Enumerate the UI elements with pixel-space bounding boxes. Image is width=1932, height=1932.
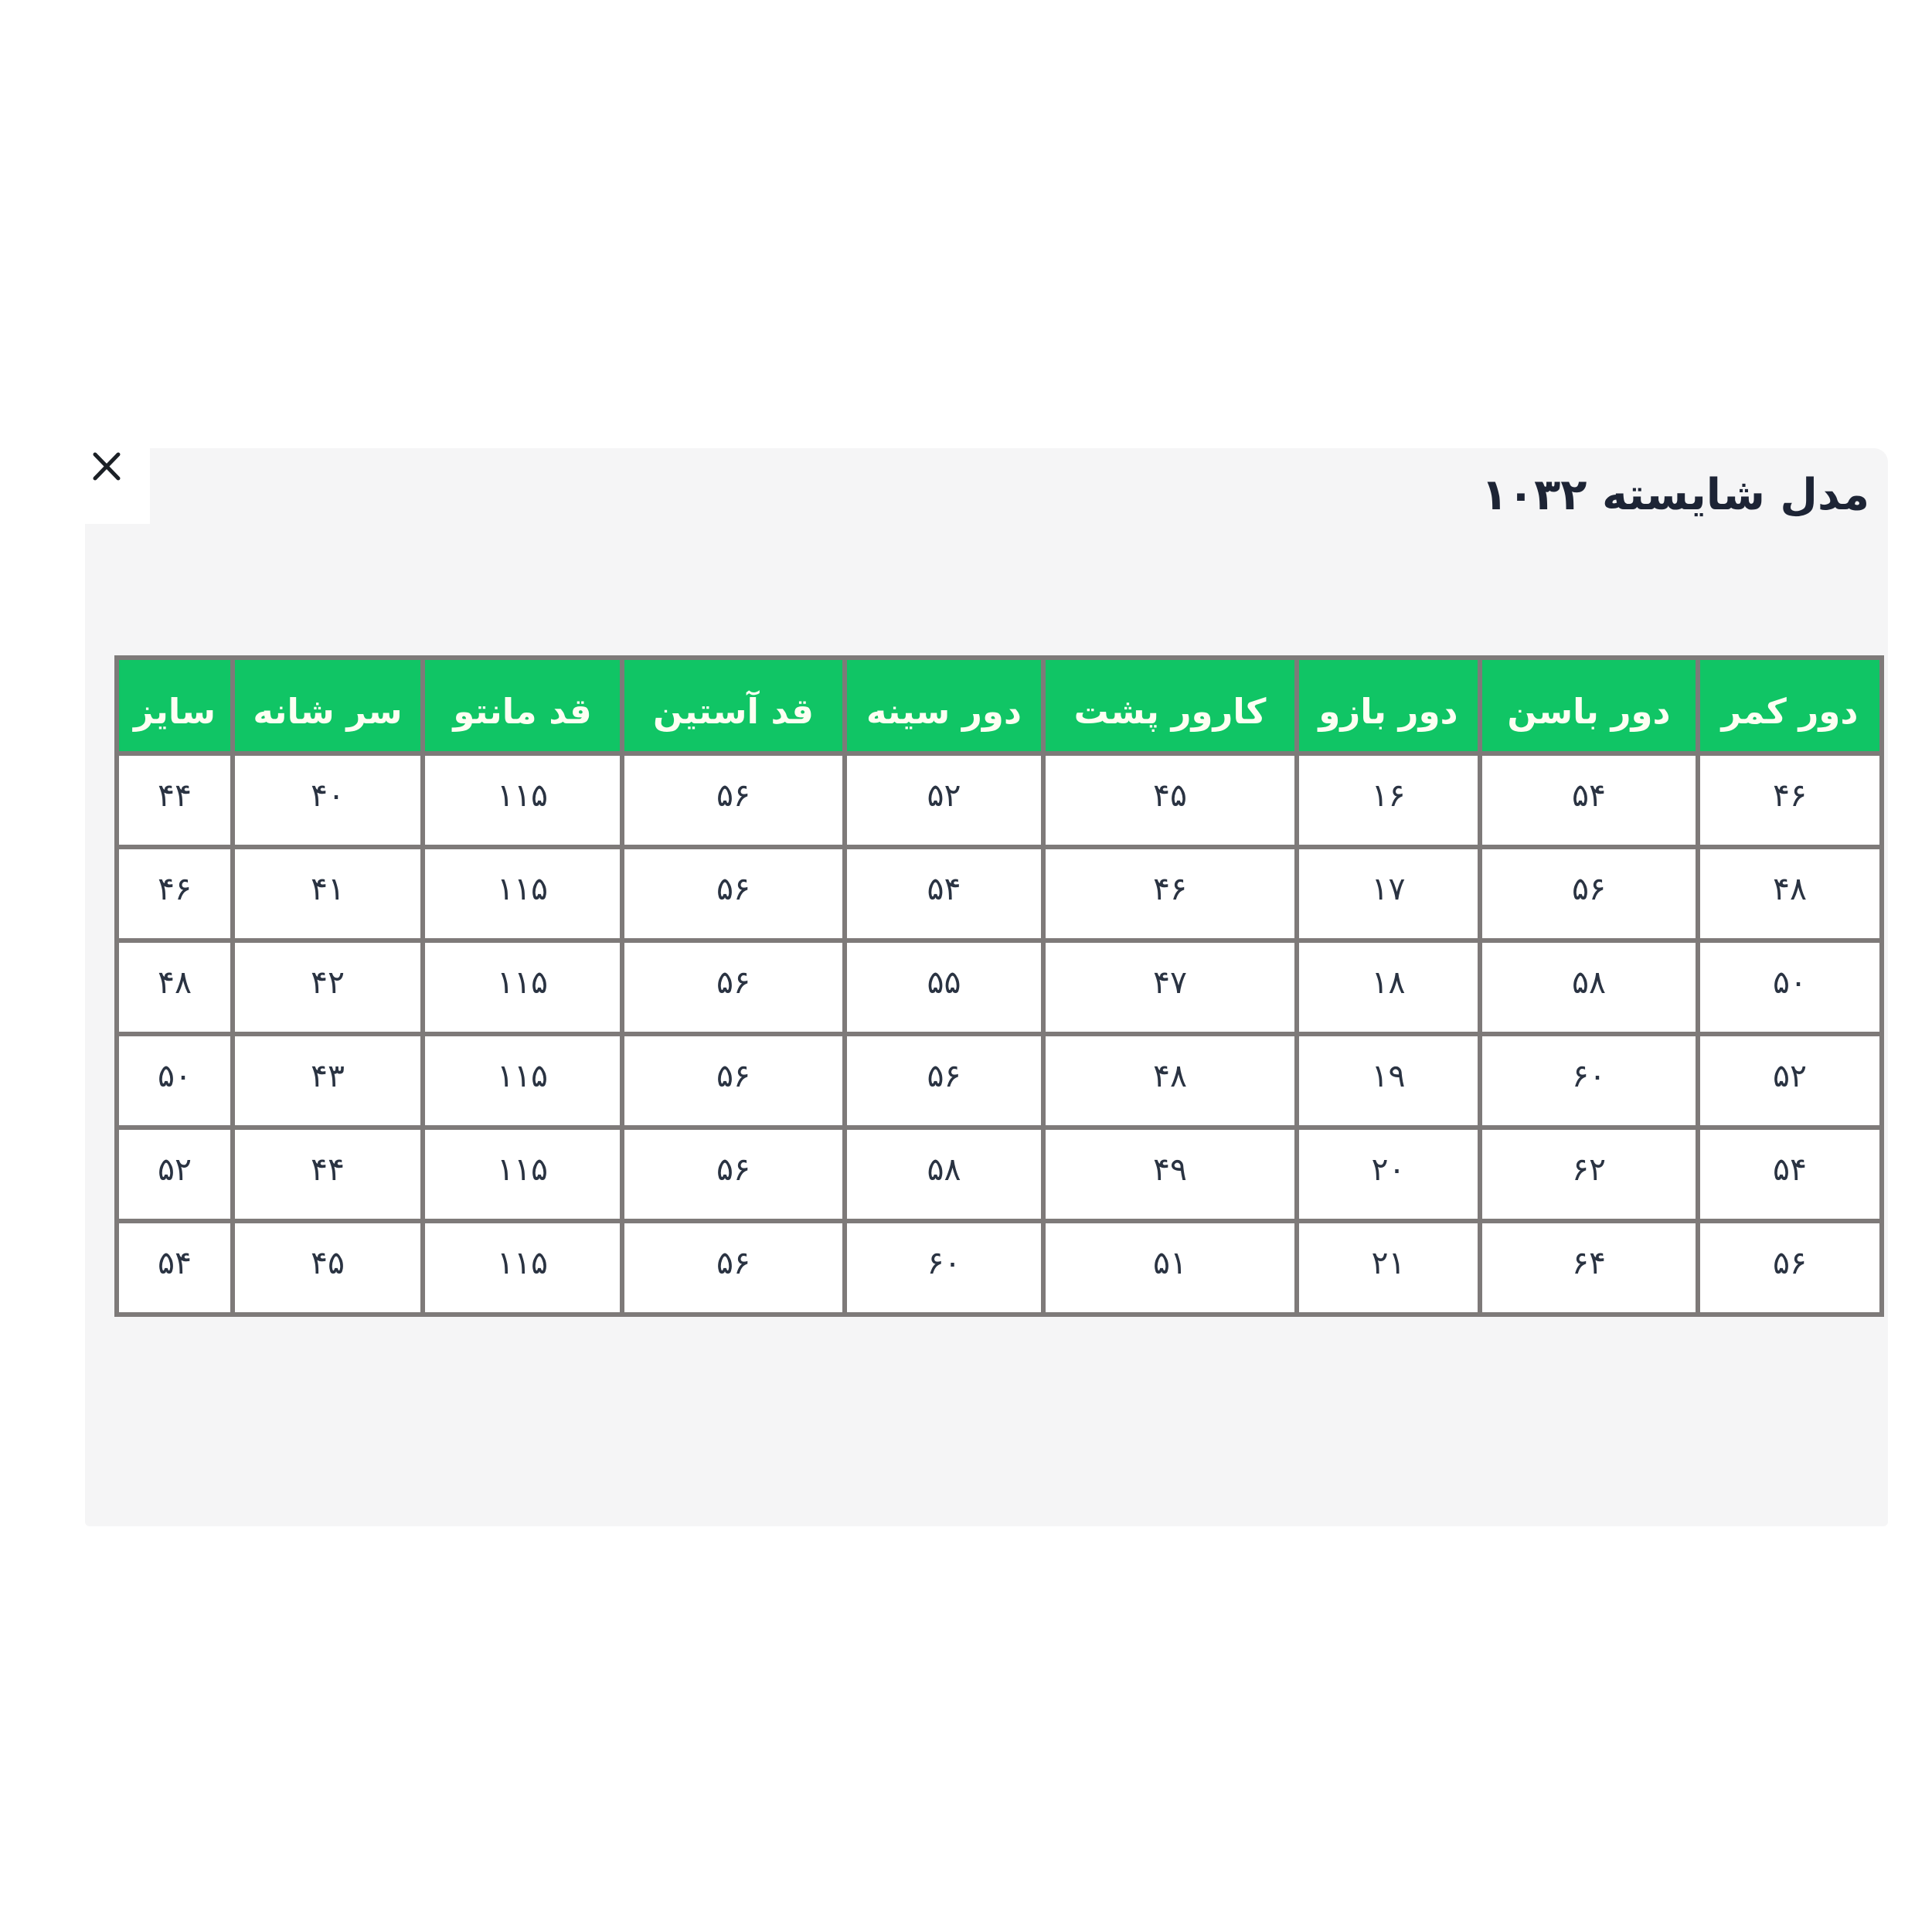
cell: ۵۶ — [620, 1219, 847, 1317]
cell: ۲۱ — [1294, 1219, 1482, 1317]
cell: ۱۱۵ — [420, 938, 624, 1036]
column-header-manto-length: قد مانتو — [420, 655, 624, 756]
cell: ۴۸ — [1041, 1032, 1299, 1130]
close-icon — [93, 452, 121, 481]
cell: ۵۱ — [1041, 1219, 1299, 1317]
cell: ۵۸ — [1478, 938, 1700, 1036]
table-row: ۵۶ ۶۴ ۲۱ ۵۱ ۶۰ ۵۶ ۱۱۵ ۴۵ ۵۴ — [114, 1219, 1884, 1317]
cell: ۵۲ — [1696, 1032, 1884, 1130]
cell: ۴۶ — [1041, 845, 1299, 943]
cell: ۱۱۵ — [420, 751, 624, 849]
cell: ۶۴ — [1478, 1219, 1700, 1317]
cell: ۱۸ — [1294, 938, 1482, 1036]
cell: ۵۶ — [620, 845, 847, 943]
cell: ۴۳ — [230, 1032, 425, 1130]
cell: ۱۷ — [1294, 845, 1482, 943]
cell: ۴۹ — [1041, 1125, 1299, 1223]
table-row: ۵۲ ۶۰ ۱۹ ۴۸ ۵۶ ۵۶ ۱۱۵ ۴۳ ۵۰ — [114, 1032, 1884, 1130]
column-header-size: سایز — [114, 655, 235, 756]
column-header-back-width: کارور پشت — [1041, 655, 1299, 756]
cell: ۴۵ — [1041, 751, 1299, 849]
cell: ۱۹ — [1294, 1032, 1482, 1130]
header-row: دور کمر دور باسن دور بازو کارور پشت دور … — [114, 655, 1884, 756]
table-row: ۴۶ ۵۴ ۱۶ ۴۵ ۵۲ ۵۶ ۱۱۵ ۴۰ ۴۴ — [114, 751, 1884, 849]
cell: ۱۶ — [1294, 751, 1482, 849]
cell: ۵۰ — [1696, 938, 1884, 1036]
cell: ۵۶ — [620, 751, 847, 849]
cell: ۶۰ — [1478, 1032, 1700, 1130]
cell: ۵۸ — [842, 1125, 1046, 1223]
column-header-shoulder: سر شانه — [230, 655, 425, 756]
cell: ۴۰ — [230, 751, 425, 849]
cell: ۶۲ — [1478, 1125, 1700, 1223]
cell: ۵۲ — [842, 751, 1046, 849]
cell: ۴۸ — [1696, 845, 1884, 943]
cell: ۴۱ — [230, 845, 425, 943]
cell: ۲۰ — [1294, 1125, 1482, 1223]
cell: ۵۴ — [1478, 751, 1700, 849]
cell: ۵۴ — [114, 1219, 235, 1317]
cell: ۴۴ — [114, 751, 235, 849]
cell: ۵۰ — [114, 1032, 235, 1130]
size-chart-table: دور کمر دور باسن دور بازو کارور پشت دور … — [114, 655, 1884, 1317]
cell: ۶۰ — [842, 1219, 1046, 1317]
cell: ۴۸ — [114, 938, 235, 1036]
cell: ۵۲ — [114, 1125, 235, 1223]
cell: ۵۵ — [842, 938, 1046, 1036]
cell: ۵۴ — [1696, 1125, 1884, 1223]
column-header-chest: دور سینه — [842, 655, 1046, 756]
cell: ۵۶ — [620, 938, 847, 1036]
cell: ۵۴ — [842, 845, 1046, 943]
size-chart-modal: مدل شایسته ۱۰۳۲ دور کمر دور باسن دور باز… — [85, 448, 1888, 1526]
cell: ۴۶ — [114, 845, 235, 943]
cell: ۵۶ — [620, 1125, 847, 1223]
cell: ۴۵ — [230, 1219, 425, 1317]
column-header-arm: دور بازو — [1294, 655, 1482, 756]
cell: ۴۶ — [1696, 751, 1884, 849]
cell: ۵۶ — [1478, 845, 1700, 943]
close-button[interactable] — [85, 444, 128, 488]
column-header-hip: دور باسن — [1478, 655, 1700, 756]
cell: ۴۷ — [1041, 938, 1299, 1036]
column-header-sleeve-length: قد آستین — [620, 655, 847, 756]
cell: ۴۲ — [230, 938, 425, 1036]
close-button-area — [85, 448, 150, 524]
cell: ۵۶ — [1696, 1219, 1884, 1317]
cell: ۵۶ — [842, 1032, 1046, 1130]
size-chart-title: مدل شایسته ۱۰۳۲ — [1481, 470, 1869, 520]
cell: ۱۱۵ — [420, 1219, 624, 1317]
table-row: ۴۸ ۵۶ ۱۷ ۴۶ ۵۴ ۵۶ ۱۱۵ ۴۱ ۴۶ — [114, 845, 1884, 943]
column-header-waist: دور کمر — [1696, 655, 1884, 756]
cell: ۴۴ — [230, 1125, 425, 1223]
cell: ۱۱۵ — [420, 1125, 624, 1223]
cell: ۱۱۵ — [420, 845, 624, 943]
table-row: ۵۴ ۶۲ ۲۰ ۴۹ ۵۸ ۵۶ ۱۱۵ ۴۴ ۵۲ — [114, 1125, 1884, 1223]
cell: ۱۱۵ — [420, 1032, 624, 1130]
cell: ۵۶ — [620, 1032, 847, 1130]
table-row: ۵۰ ۵۸ ۱۸ ۴۷ ۵۵ ۵۶ ۱۱۵ ۴۲ ۴۸ — [114, 938, 1884, 1036]
